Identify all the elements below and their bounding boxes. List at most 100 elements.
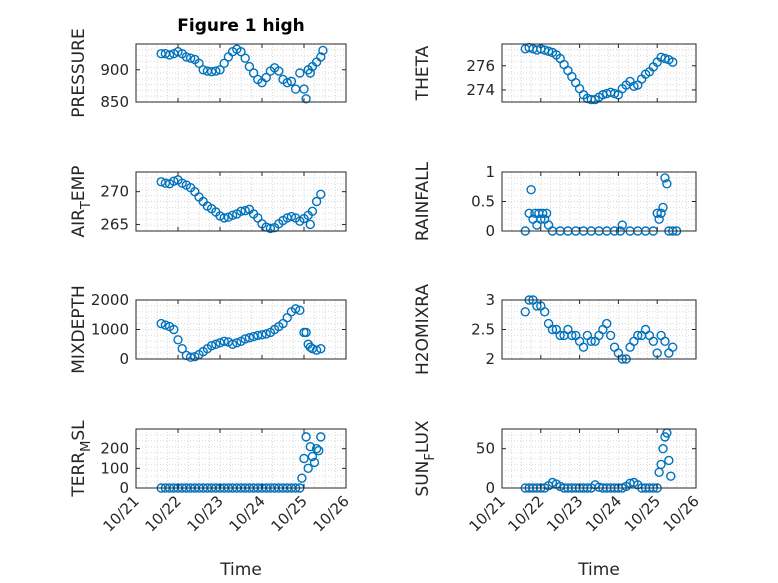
y-axis-label: MIXDEPTH xyxy=(69,285,89,374)
pressure-marker xyxy=(261,72,271,83)
y-tick-label: 265 xyxy=(100,215,129,233)
terr_msl-marker xyxy=(307,451,318,462)
theta-marker xyxy=(609,88,620,99)
air_temp-marker xyxy=(156,177,166,187)
h2omixra-marker xyxy=(582,330,593,341)
pressure-marker xyxy=(223,52,234,62)
pressure-marker xyxy=(305,68,315,78)
y-tick-label: 0 xyxy=(485,222,495,240)
rainfall-marker xyxy=(536,214,546,224)
air_temp-marker xyxy=(227,210,238,220)
pressure-marker xyxy=(206,67,217,77)
rainfall-marker xyxy=(660,173,670,183)
y-tick-label: 270 xyxy=(100,183,129,201)
pressure-marker xyxy=(244,61,255,72)
y-axis-label-main: TERR xyxy=(69,452,89,498)
h2omixra-marker xyxy=(660,336,670,346)
h2omixra-marker xyxy=(598,324,608,335)
axes-box xyxy=(135,43,347,103)
x-tick-label: 10/25 xyxy=(621,492,664,535)
h2omixra-marker xyxy=(625,342,635,352)
axes-box xyxy=(135,428,347,489)
y-axis-label-tail: SL xyxy=(69,420,89,441)
rainfall-marker xyxy=(617,220,627,230)
x-tick-label: 10/26 xyxy=(310,492,353,535)
pressure-marker xyxy=(299,84,309,94)
sun_flux-marker xyxy=(654,467,664,477)
mixdepth-marker xyxy=(206,341,217,351)
sun_flux-marker xyxy=(656,459,666,470)
y-axis-label-sub: T xyxy=(79,201,94,210)
y-axis-label-sub: M xyxy=(79,441,94,452)
mixdepth-marker xyxy=(177,343,187,354)
terr_msl-marker xyxy=(311,443,322,454)
y-axis-label: H2OMIXRA xyxy=(413,284,433,375)
x-tick-label: 10/22 xyxy=(504,492,547,535)
mixdepth-marker xyxy=(244,333,255,343)
y-tick-label: 50 xyxy=(476,440,495,458)
mixdepth-marker xyxy=(295,305,305,316)
y-axis-label-main: PRESSURE xyxy=(69,28,89,117)
pressure-marker xyxy=(236,47,246,57)
h2omixra-marker xyxy=(532,301,542,311)
x-tick-label: 10/21 xyxy=(100,492,143,535)
y-tick-label: 3 xyxy=(485,291,495,309)
h2omixra-marker xyxy=(586,336,596,346)
pressure-marker xyxy=(301,94,311,104)
y-axis-label: TERRMSL xyxy=(69,420,94,498)
x-axis-label: Time xyxy=(219,560,262,580)
air_temp-marker xyxy=(236,206,246,217)
x-tick-label: 10/26 xyxy=(660,492,703,535)
y-tick-label: 274 xyxy=(466,81,495,99)
rainfall-marker xyxy=(662,179,672,189)
rainfall-marker xyxy=(652,208,662,219)
mixdepth-marker xyxy=(227,339,238,349)
y-tick-label: 0 xyxy=(119,350,129,368)
theta-marker xyxy=(668,57,678,67)
terr_msl-marker xyxy=(301,432,311,442)
y-axis-label: THETA xyxy=(413,45,433,101)
terr_msl-marker xyxy=(316,432,326,442)
h2omixra-marker xyxy=(633,330,643,341)
y-tick-label: 2 xyxy=(485,350,495,368)
air_temp-marker xyxy=(160,178,171,188)
x-tick-label: 10/21 xyxy=(466,492,509,535)
air_temp-marker xyxy=(311,196,322,207)
y-tick-label: 2.5 xyxy=(471,321,495,339)
h2omixra-marker xyxy=(543,318,554,329)
mixdepth-marker xyxy=(311,345,322,355)
pressure-marker xyxy=(282,77,292,88)
rainfall-marker xyxy=(532,220,542,230)
sun_flux-marker xyxy=(664,455,674,466)
mixdepth-marker xyxy=(169,324,179,335)
y-axis-label: RAINFALL xyxy=(413,161,433,241)
pressure-marker xyxy=(164,50,175,60)
h2omixra-marker xyxy=(602,318,612,329)
air_temp-marker xyxy=(316,189,326,199)
mixdepth-marker xyxy=(316,343,326,354)
pressure-marker xyxy=(318,45,328,56)
x-tick-label: 10/22 xyxy=(142,492,185,535)
rainfall-marker xyxy=(654,214,664,224)
air_temp-marker xyxy=(305,219,315,230)
h2omixra-marker xyxy=(547,324,558,335)
chart-pressure: 850 900 PRESSURE Figure 1 high xyxy=(69,16,347,118)
y-tick-label: 200 xyxy=(100,440,129,458)
air_temp-marker xyxy=(240,205,250,216)
y-axis-label-main: MIXDEPTH xyxy=(69,285,89,374)
y-tick-label: 2000 xyxy=(91,291,129,309)
pressure-marker xyxy=(194,58,204,69)
mixdepth-marker xyxy=(290,304,301,314)
mixdepth-marker xyxy=(160,320,171,330)
rainfall-marker xyxy=(541,208,552,219)
rainfall-marker xyxy=(656,208,666,219)
x-tick-label: 10/25 xyxy=(268,492,311,535)
mixdepth-marker xyxy=(261,329,271,339)
y-tick-label: 1 xyxy=(485,163,495,181)
terr_msl-marker xyxy=(314,445,324,456)
mixdepth-marker xyxy=(232,338,242,348)
mixdepth-marker xyxy=(211,339,221,349)
y-tick-label: 850 xyxy=(100,93,129,111)
h2omixra-marker xyxy=(555,330,565,341)
